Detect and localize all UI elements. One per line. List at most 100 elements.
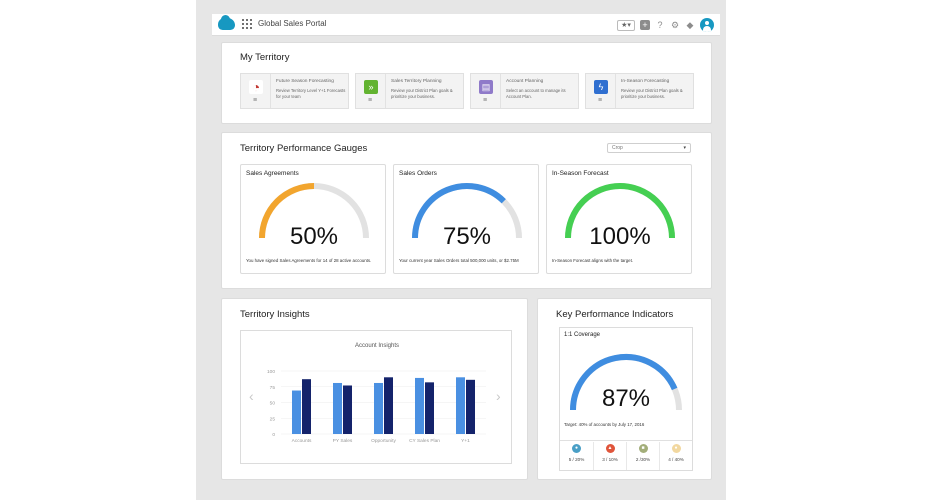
coverage-gauge-title: 1:1 Coverage (564, 332, 601, 338)
app-title: Global Sales Portal (258, 19, 327, 28)
territory-insights-card: Territory Insights Account Insights 100 75… (221, 298, 528, 480)
chart-title: Account Insights (355, 343, 399, 349)
kpi-stat-label: 4 / 40% (668, 457, 684, 462)
x-tick-label: Y+1 (461, 438, 470, 444)
performance-gauge: Sales Agreements 50% You have signed Sales… (240, 164, 386, 274)
kpi-stat: ▲ 3 / 10% (593, 442, 626, 470)
x-tick-label: Accounts (292, 438, 312, 444)
coverage-gauge-svg (570, 354, 682, 411)
gauge-description: In-Season Forecast aligns with the targe… (552, 258, 634, 263)
gauge-value: 75% (442, 223, 492, 250)
coverage-arc-fill (570, 354, 678, 411)
coverage-gauge: 1:1 Coverage 87% Target: 40% of accounts… (559, 327, 693, 471)
territory-tile[interactable]: ◔ ≡ Future Season Forecasting Review Territ… (240, 73, 349, 109)
y-tick-label: 50 (270, 401, 276, 407)
crop-filter-select[interactable]: Crop ▾ (607, 143, 691, 153)
tile-description: Select an account to manage its Account … (506, 88, 566, 99)
salesforce-cloud-logo[interactable] (218, 15, 235, 30)
y-tick-label: 0 (272, 432, 275, 438)
chart-next-arrow-icon[interactable]: › (496, 388, 501, 404)
crop-filter-value: Crop (612, 145, 623, 151)
bar[interactable] (466, 379, 475, 434)
my-territory-title: My Territory (240, 52, 290, 63)
tile-title: Sales Territory Planning (391, 79, 442, 84)
divider (560, 440, 692, 441)
kpi-card: Key Performance Indicators 1:1 Coverage … (537, 298, 712, 480)
y-tick-label: 75 (270, 385, 276, 391)
bar[interactable] (333, 382, 342, 434)
performance-gauge: Sales Orders 75% Your current year Sales O… (393, 164, 539, 274)
tile-description: Review your District Plan goals & priori… (391, 88, 453, 99)
bar[interactable] (374, 382, 383, 434)
performance-gauges-card: Territory Performance Gauges Crop ▾ Sale… (221, 132, 712, 289)
app-launcher-icon[interactable] (242, 19, 252, 29)
status-indicator-icon: ■ (638, 444, 648, 453)
favorites-star-icon[interactable]: ★▾ (617, 19, 635, 31)
status-indicator-icon: ● (671, 444, 681, 453)
kpi-stat: ● 5 / 20% (560, 442, 593, 470)
user-avatar[interactable] (700, 18, 714, 32)
bar[interactable] (415, 377, 424, 434)
my-territory-card: My Territory ◔ ≡ Future Season Forecasting… (221, 42, 712, 124)
header-utility-bar: ★▾ + ? ⚙ ◆ (617, 17, 714, 33)
global-header: Global Sales Portal ★▾ + ? ⚙ ◆ (212, 14, 720, 36)
divider (385, 74, 386, 108)
territory-tile[interactable]: ϟ ≡ In-Season Forecasting Review your Distr… (585, 73, 694, 109)
gauge-value: 100% (589, 223, 651, 250)
bar[interactable] (343, 385, 352, 434)
kpi-title: Key Performance Indicators (556, 309, 674, 320)
chevron-down-icon: ▾ (683, 145, 686, 151)
help-icon[interactable]: ? (657, 20, 663, 30)
notifications-bell-icon[interactable]: ◆ (686, 20, 694, 30)
account-insights-chart: Account Insights 100 75 50 25 0 Accounts PY Sal… (240, 330, 512, 464)
gauge-arc-fill (259, 183, 315, 239)
x-tick-label: CY Sales Plan (409, 438, 440, 444)
x-tick-label: Opportunity (371, 438, 396, 444)
performance-gauge: In-Season Forecast 100% In-Season Forecast… (546, 164, 692, 274)
x-tick-label: PY Sales (333, 438, 353, 444)
y-tick-label: 100 (267, 369, 275, 375)
y-tick-label: 25 (270, 416, 276, 422)
status-indicator-icon: ▲ (605, 444, 615, 453)
coverage-gauge-value: 87% (601, 385, 651, 412)
coverage-gauge-description: Target: 40% of accounts by July 17, 2016 (564, 422, 645, 427)
tile-title: In-Season Forecasting (621, 79, 670, 84)
gauge-arc-fill (565, 183, 675, 239)
tile-title: Future Season Forecasting (276, 79, 334, 84)
bar[interactable] (292, 390, 301, 434)
performance-gauges-title: Territory Performance Gauges (240, 143, 368, 154)
bar[interactable] (456, 377, 465, 434)
kpi-stat-label: 2 /30% (635, 457, 651, 462)
gauge-arc-svg (412, 183, 522, 239)
divider (270, 74, 271, 108)
double-chevron-icon: » (364, 80, 378, 94)
chart-prev-arrow-icon[interactable]: ‹ (249, 388, 254, 404)
tile-description: Review Territory Level Y+1 Forecasts for… (276, 88, 346, 99)
kpi-stat: ■ 2 /30% (626, 442, 659, 470)
gauge-arc-fill (412, 183, 506, 239)
bar[interactable] (302, 379, 311, 434)
gauge-title: Sales Agreements (246, 170, 299, 177)
kpi-stat-label: 5 / 20% (568, 457, 585, 462)
divider (615, 74, 616, 108)
menu-icon[interactable]: ≡ (598, 97, 603, 104)
global-actions-plus-icon[interactable]: + (640, 20, 650, 30)
gauge-title: In-Season Forecast (552, 170, 609, 177)
territory-insights-title: Territory Insights (240, 309, 310, 320)
bar[interactable] (425, 382, 434, 434)
setup-gear-icon[interactable]: ⚙ (670, 20, 680, 30)
pie-chart-icon: ◔ (249, 79, 263, 95)
kpi-stat: ● 4 / 40% (659, 442, 692, 470)
bar[interactable] (384, 377, 393, 434)
kpi-stat-label: 3 / 10% (602, 457, 618, 462)
territory-tile[interactable]: » ≡ Sales Territory Planning Review your Di… (355, 73, 464, 109)
menu-icon[interactable]: ≡ (368, 97, 373, 104)
status-indicator-icon: ● (572, 444, 581, 453)
menu-icon[interactable]: ≡ (483, 97, 488, 104)
tile-description: Review your District Plan goals & priori… (621, 88, 683, 99)
gauge-arc-svg (565, 183, 675, 239)
gauge-description: Your current year Sales Orders total 500… (399, 258, 519, 263)
divider (500, 74, 501, 108)
menu-icon[interactable]: ≡ (253, 97, 258, 104)
territory-tile[interactable]: ▤ ≡ Account Planning Select an account to m… (470, 73, 579, 109)
